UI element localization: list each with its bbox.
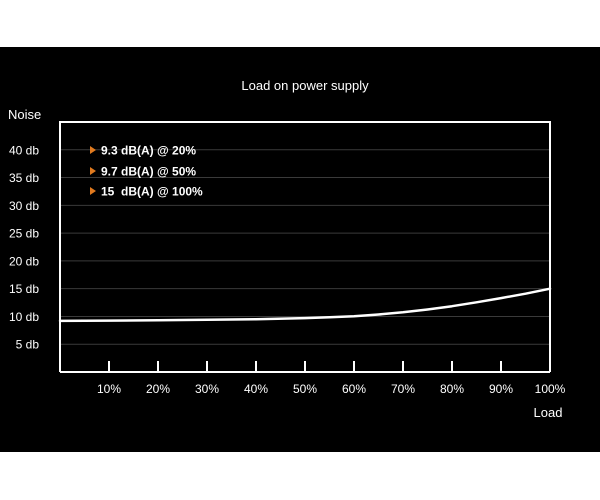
orange-arrow-icon [90,167,96,175]
series-layer [58,287,552,323]
x-tick-label: 10% [97,382,121,396]
y-tick-label: 20 db [9,254,39,268]
chart-panel: Load on power supply Noise Load 5 db 10 d… [0,47,600,452]
orange-arrow-icon [90,187,96,195]
y-tick-label: 30 db [9,199,39,213]
y-tick-label: 25 db [9,227,39,241]
x-tick-label: 20% [146,382,170,396]
orange-arrow-icon [90,146,96,154]
y-tick-label: 15 db [9,282,39,296]
x-tick-label: 100% [535,382,566,396]
x-ticks: 10% 20% 30% 40% 50% 60% 70% 80% 90% 100% [97,361,566,396]
x-tick-label: 60% [342,382,366,396]
annotation-text: 9.7 dB(A) @ 50% [101,165,196,179]
x-axis-label: Load [534,405,563,420]
x-tick-label: 40% [244,382,268,396]
annotation-50: 9.7 dB(A) @ 50% [90,165,196,179]
y-tick-labels: 5 db 10 db 15 db 20 db 25 db 30 db 35 db 40 db [9,143,39,351]
annotation-100: 15 dB(A) @ 100% [90,185,203,199]
x-tick-label: 70% [391,382,415,396]
y-axis-label: Noise [8,107,41,122]
x-tick-label: 80% [440,382,464,396]
x-tick-label: 50% [293,382,317,396]
annotation-20: 9.3 dB(A) @ 20% [90,144,196,158]
grid-lines [60,149,550,345]
y-tick-label: 10 db [9,310,39,324]
chart-title: Load on power supply [241,78,369,93]
x-tick-label: 90% [489,382,513,396]
y-tick-label: 40 db [9,143,39,157]
annotation-text: 9.3 dB(A) @ 20% [101,144,196,158]
legend-annotations: 9.3 dB(A) @ 20% 9.7 dB(A) @ 50% 15 dB(A)… [90,144,203,199]
noise-curve [58,287,552,323]
annotation-text: 15 dB(A) @ 100% [101,185,203,199]
noise-chart: Load on power supply Noise Load 5 db 10 d… [0,47,600,452]
y-tick-label: 35 db [9,171,39,185]
y-tick-label: 5 db [16,338,40,352]
x-tick-label: 30% [195,382,219,396]
plot-frame [59,121,551,372]
chart-background [0,47,600,452]
